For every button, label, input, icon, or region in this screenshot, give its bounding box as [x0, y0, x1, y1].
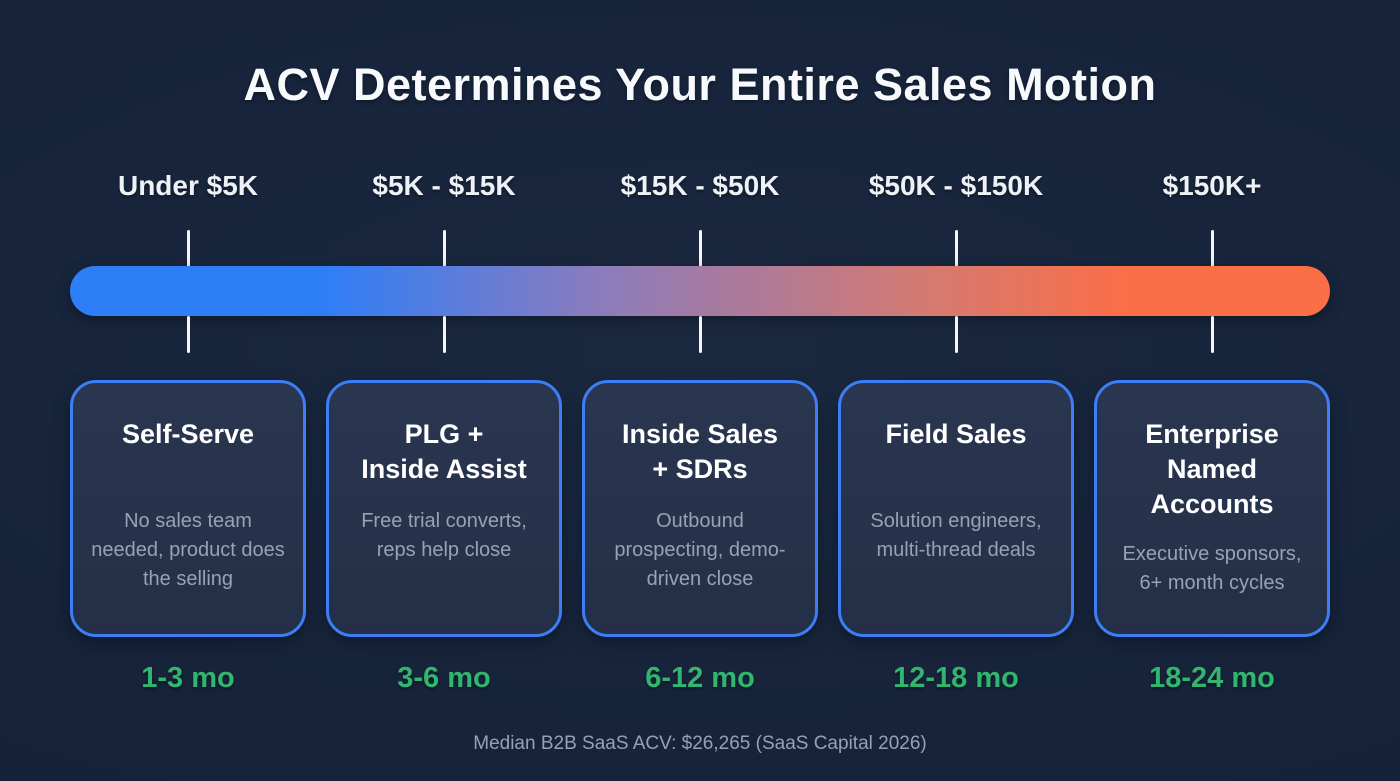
- sales-motion-card: Field Sales Solution engineers, multi-th…: [838, 380, 1074, 637]
- motion-title: Self-Serve: [121, 419, 255, 449]
- acv-range-label: $150K+: [1162, 170, 1262, 201]
- motion-description: Executive sponsors, 6+ month cycles: [1122, 543, 1302, 594]
- sales-motion-card: Inside Sales + SDRs Outbound prospecting…: [582, 380, 818, 637]
- acv-range-label: $15K - $50K: [620, 170, 780, 201]
- sales-cycle-duration: 6-12 mo: [645, 662, 755, 694]
- tick-mark: [698, 230, 702, 267]
- acv-range-label: Under $5K: [117, 170, 259, 201]
- acv-range-label: $50K - $150K: [868, 170, 1044, 201]
- sales-cycle-duration: 12-18 mo: [893, 662, 1019, 694]
- sales-motion-cards-row: Self-Serve No sales team needed, product…: [70, 380, 1330, 637]
- motion-title: Enterprise Named Accounts: [1145, 419, 1279, 519]
- motion-description: Outbound prospecting, demo-driven close: [614, 510, 786, 590]
- tick-mark: [1210, 316, 1214, 353]
- tick-mark: [186, 230, 190, 267]
- tick-mark: [186, 316, 190, 353]
- scale-ticks-top: [70, 230, 1330, 267]
- acv-gradient-bar: [70, 266, 1330, 316]
- source-footnote: Median B2B SaaS ACV: $26,265 (SaaS Capit…: [473, 733, 927, 754]
- sales-cycle-durations-row: 1-3 mo 3-6 mo 6-12 mo 12-18 mo 18-24 mo: [70, 658, 1330, 698]
- page-title: ACV Determines Your Entire Sales Motion: [243, 59, 1157, 110]
- tick-mark: [442, 316, 446, 353]
- motion-title: Field Sales: [885, 419, 1027, 449]
- tick-mark: [954, 316, 958, 353]
- sales-motion-card: Enterprise Named Accounts Executive spon…: [1094, 380, 1330, 637]
- motion-title: Inside Sales + SDRs: [621, 419, 779, 484]
- tick-mark: [1210, 230, 1214, 267]
- acv-range-labels-row: Under $5K $5K - $15K $15K - $50K $50K - …: [70, 168, 1330, 204]
- sales-cycle-duration: 1-3 mo: [141, 662, 235, 694]
- tick-mark: [442, 230, 446, 267]
- motion-title: PLG + Inside Assist: [361, 419, 527, 484]
- tick-mark: [954, 230, 958, 267]
- motion-description: Free trial converts, reps help close: [361, 510, 527, 561]
- sales-motion-card: PLG + Inside Assist Free trial converts,…: [326, 380, 562, 637]
- acv-range-label: $5K - $15K: [372, 170, 516, 201]
- scale-ticks-bottom: [70, 316, 1330, 353]
- motion-description: Solution engineers, multi-thread deals: [870, 510, 1042, 561]
- sales-cycle-duration: 18-24 mo: [1149, 662, 1275, 694]
- sales-motion-card: Self-Serve No sales team needed, product…: [70, 380, 306, 637]
- tick-mark: [698, 316, 702, 353]
- motion-description: No sales team needed, product does the s…: [91, 510, 285, 590]
- sales-cycle-duration: 3-6 mo: [397, 662, 491, 694]
